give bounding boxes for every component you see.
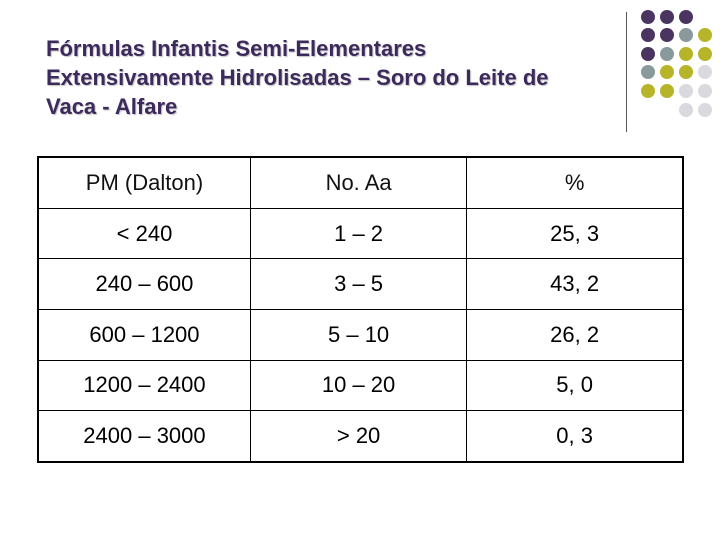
table-row: 2400 – 3000 > 20 0, 3 xyxy=(37,410,684,463)
dot-row-4 xyxy=(641,65,712,79)
dot-row-2 xyxy=(641,28,712,42)
dot xyxy=(698,28,712,42)
cell-percent: 26, 2 xyxy=(466,308,684,361)
decorative-divider xyxy=(626,12,627,132)
dot xyxy=(679,10,693,24)
cell-molecular-weight: < 240 xyxy=(37,207,251,260)
peptide-weight-table: PM (Dalton) No. Aa % < 240 1 – 2 25, 3 2… xyxy=(37,156,684,463)
cell-percent: 0, 3 xyxy=(466,410,684,463)
title-line-2: Extensivamente Hidrolisadas – Soro do Le… xyxy=(46,65,549,90)
cell-amino-acid-count: 5 – 10 xyxy=(249,308,468,361)
dot xyxy=(698,47,712,61)
cell-percent: 5, 0 xyxy=(466,359,684,412)
dot xyxy=(679,28,693,42)
dot xyxy=(660,65,674,79)
dot xyxy=(698,84,712,98)
cell-molecular-weight: 1200 – 2400 xyxy=(37,359,251,412)
header-amino-acid-count: No. Aa xyxy=(249,156,468,209)
table-header-row: PM (Dalton) No. Aa % xyxy=(37,156,684,209)
cell-molecular-weight: 2400 – 3000 xyxy=(37,410,251,463)
dot-row-1 xyxy=(641,10,693,24)
dot-row-3 xyxy=(641,47,712,61)
cell-amino-acid-count: 3 – 5 xyxy=(249,258,468,310)
dot-row-6 xyxy=(679,103,712,117)
dot xyxy=(679,84,693,98)
dot xyxy=(660,28,674,42)
slide-title: Fórmulas Infantis Semi-Elementares Exten… xyxy=(46,34,646,121)
dot xyxy=(679,65,693,79)
cell-molecular-weight: 240 – 600 xyxy=(37,258,251,310)
dot xyxy=(679,103,693,117)
dot xyxy=(698,65,712,79)
cell-amino-acid-count: 10 – 20 xyxy=(249,359,468,412)
header-molecular-weight: PM (Dalton) xyxy=(37,156,251,209)
cell-amino-acid-count: 1 – 2 xyxy=(249,207,468,260)
dot xyxy=(660,84,674,98)
cell-percent: 25, 3 xyxy=(466,207,684,260)
table-row: 1200 – 2400 10 – 20 5, 0 xyxy=(37,359,684,412)
table-row: 600 – 1200 5 – 10 26, 2 xyxy=(37,308,684,361)
dot-row-5 xyxy=(641,84,712,98)
header-percent: % xyxy=(466,156,684,209)
table-row: 240 – 600 3 – 5 43, 2 xyxy=(37,258,684,310)
cell-percent: 43, 2 xyxy=(466,258,684,310)
title-line-3: Vaca - Alfare xyxy=(46,94,178,119)
dot xyxy=(641,10,655,24)
cell-amino-acid-count: > 20 xyxy=(249,410,468,463)
dot xyxy=(660,47,674,61)
dot xyxy=(679,47,693,61)
title-line-1: Fórmulas Infantis Semi-Elementares xyxy=(46,36,427,61)
dot xyxy=(698,103,712,117)
cell-molecular-weight: 600 – 1200 xyxy=(37,308,251,361)
table-row: < 240 1 – 2 25, 3 xyxy=(37,207,684,260)
dot xyxy=(660,10,674,24)
